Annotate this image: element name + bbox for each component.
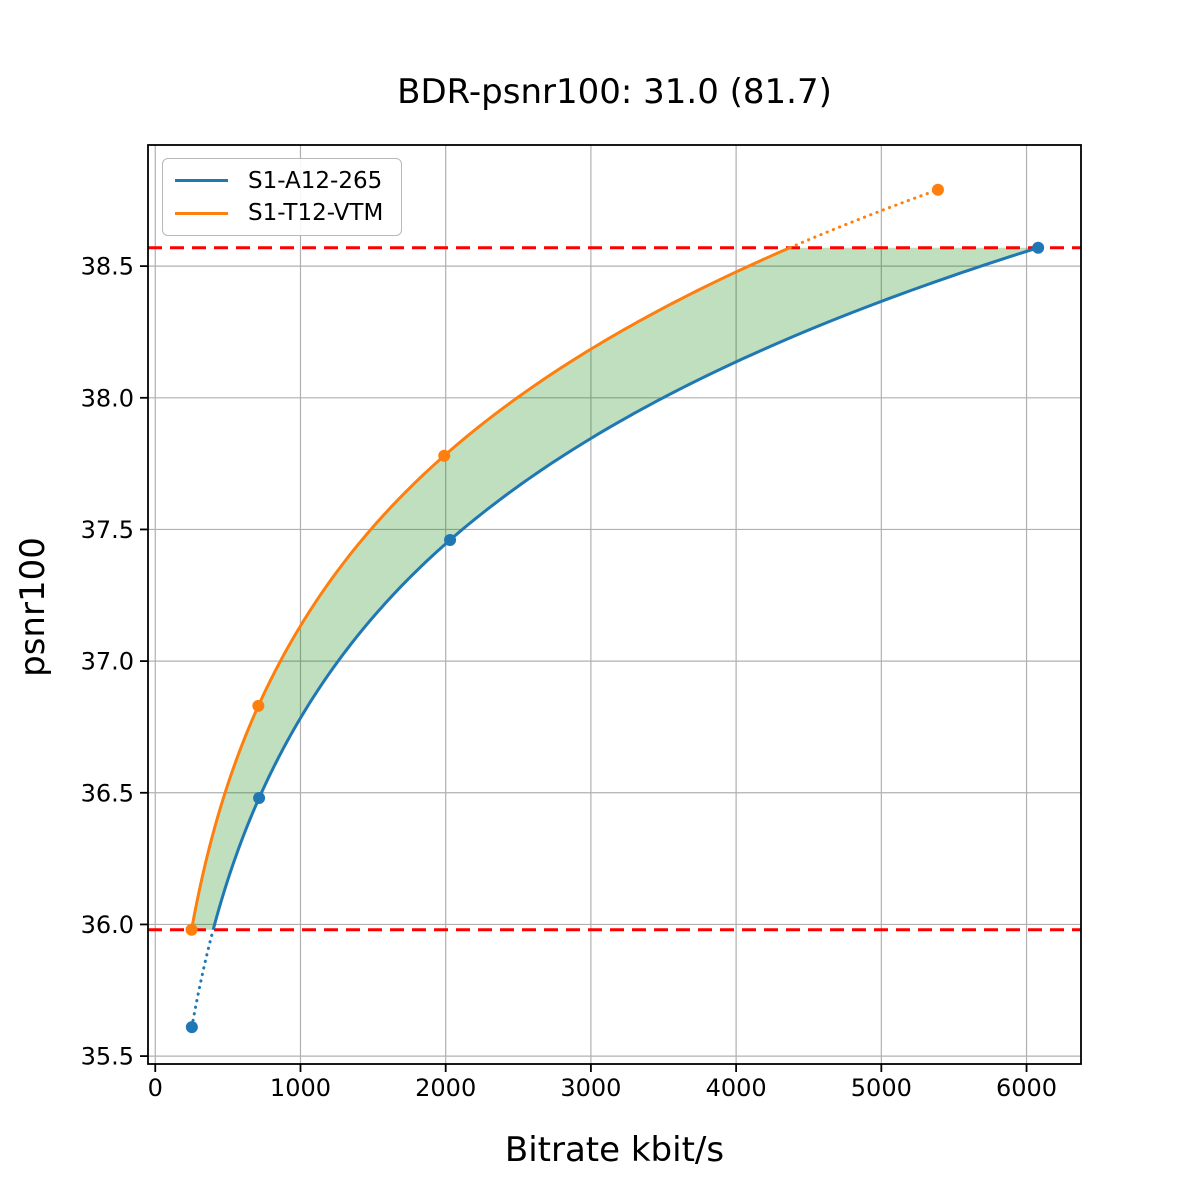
data-point-marker — [252, 699, 265, 712]
legend-label: S1-A12-265 — [248, 167, 383, 194]
curve-dotted-extension — [190, 928, 215, 1029]
y-tick-label: 36.5 — [81, 779, 134, 807]
legend-item: S1-T12-VTM — [175, 200, 389, 226]
y-tick-label: 35.5 — [81, 1043, 134, 1071]
legend-label: S1-T12-VTM — [248, 200, 384, 227]
data-point-marker — [185, 1021, 198, 1034]
x-tick-label: 6000 — [996, 1074, 1057, 1102]
legend-line-sample — [175, 179, 228, 183]
y-tick-label: 37.5 — [81, 516, 134, 544]
gridlines — [148, 145, 1081, 1064]
axes-spines — [147, 144, 1082, 1065]
y-tick-label: 36.0 — [81, 911, 134, 939]
x-tick-label: 5000 — [851, 1074, 912, 1102]
legend-item: S1-A12-265 — [175, 168, 389, 194]
data-point-marker — [1032, 241, 1045, 254]
data-point-marker — [253, 792, 266, 805]
x-tick-label: 3000 — [560, 1074, 621, 1102]
x-axis-label: Bitrate kbit/s — [504, 1130, 725, 1170]
data-point-marker — [444, 533, 457, 546]
data-point-marker — [185, 923, 198, 936]
overlap-fill-region — [191, 247, 1039, 930]
y-tick-label: 38.5 — [81, 253, 134, 281]
x-tick-label: 1000 — [270, 1074, 331, 1102]
x-tick-label: 4000 — [706, 1074, 767, 1102]
tick-labels: 0 1000 2000 3000 4000 5000 6000 35.5 36.0 36.5 37.… — [81, 253, 1058, 1102]
curve-solid — [190, 246, 791, 930]
chart-title: BDR-psnr100: 31.0 (81.7) — [397, 72, 832, 112]
x-tick-label: 2000 — [415, 1074, 476, 1102]
curve-dotted-extension — [788, 188, 940, 250]
y-tick-label: 37.0 — [81, 648, 134, 676]
x-tick-label: 0 — [148, 1074, 163, 1102]
series-S1-A12-265 — [185, 241, 1045, 1034]
series-S1-T12-VTM — [185, 183, 944, 936]
y-axis-label: psnr100 — [13, 537, 53, 677]
data-point-marker — [931, 183, 944, 196]
tick-marks — [140, 265, 1028, 1072]
overlap-bound-lines — [148, 246, 1081, 932]
data-point-marker — [438, 449, 451, 462]
legend-line-sample — [175, 211, 228, 215]
y-tick-label: 38.0 — [81, 384, 134, 412]
curve-solid — [211, 246, 1039, 931]
legend: S1-A12-265 S1-T12-VTM — [162, 158, 402, 236]
